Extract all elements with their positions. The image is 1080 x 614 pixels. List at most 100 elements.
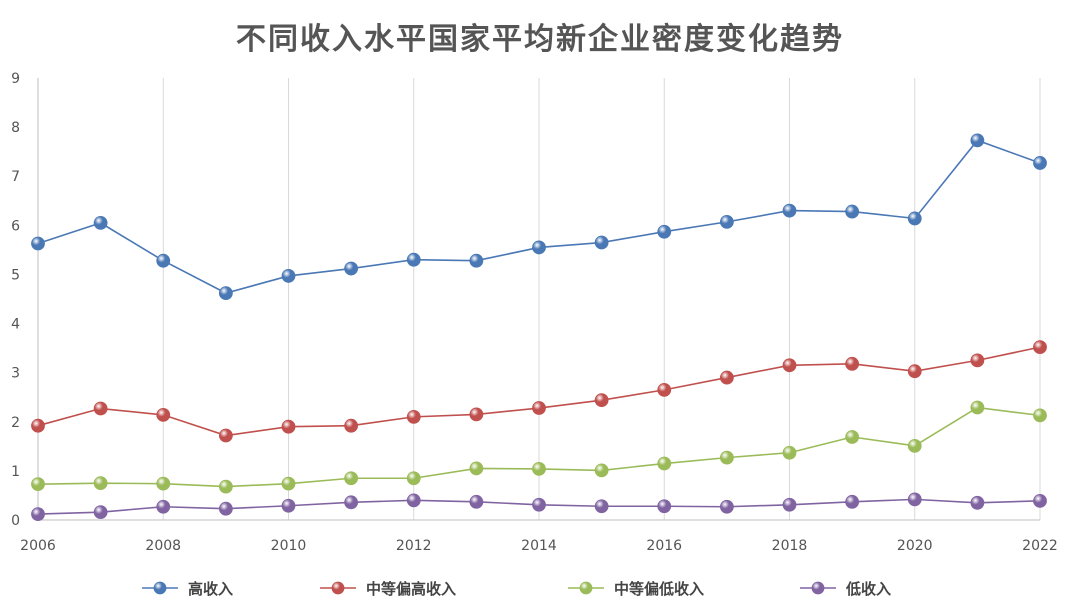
data-point [907, 211, 922, 226]
data-point [845, 430, 860, 444]
legend-marker [579, 581, 593, 595]
data-point [281, 419, 296, 434]
data-point [281, 498, 296, 513]
y-tick-label: 2 [11, 415, 20, 431]
data-point [845, 494, 860, 509]
data-point [344, 261, 359, 276]
data-point [532, 462, 546, 476]
data-point [344, 495, 359, 510]
data-point [93, 401, 108, 416]
data-point [1033, 408, 1047, 423]
x-tick-label: 2018 [772, 538, 808, 554]
data-point [657, 456, 672, 471]
legend-marker [811, 581, 825, 595]
data-point [156, 499, 171, 514]
y-tick-label: 9 [11, 71, 20, 87]
data-point [469, 253, 484, 268]
data-point [657, 224, 672, 239]
x-tick-label: 2010 [271, 538, 307, 554]
data-point [1033, 156, 1047, 170]
legend-label: 中等偏低收入 [614, 580, 704, 598]
chart-title: 不同收入水平国家平均新企业密度变化趋势 [236, 22, 844, 57]
legend-item-0: 高收入 [142, 580, 233, 598]
legend-item-2: 中等偏低收入 [568, 580, 704, 598]
data-point [218, 286, 233, 301]
data-point [93, 505, 108, 520]
data-point [782, 358, 797, 373]
data-point [406, 471, 421, 486]
data-point [218, 428, 233, 443]
data-point [218, 501, 233, 516]
data-point [1033, 493, 1047, 508]
x-tick-label: 2012 [396, 538, 432, 554]
series-3 [31, 492, 1047, 522]
data-point [31, 418, 45, 433]
y-tick-label: 5 [11, 267, 20, 283]
data-point [970, 400, 985, 415]
data-point [907, 364, 922, 379]
data-point [594, 393, 609, 408]
data-point [907, 438, 922, 453]
data-point [532, 497, 546, 512]
y-tick-label: 7 [11, 169, 20, 185]
data-point [719, 499, 734, 514]
data-point [156, 253, 171, 268]
data-point [406, 493, 421, 508]
grid-lines [37, 78, 1041, 520]
data-point [469, 461, 484, 476]
data-point [344, 471, 359, 486]
data-point [406, 409, 421, 424]
data-point [281, 269, 296, 283]
y-tick-label: 8 [11, 120, 20, 136]
x-tick-label: 2006 [20, 538, 56, 554]
data-point [469, 494, 484, 509]
data-point [782, 497, 797, 512]
legend-label: 中等偏高收入 [366, 580, 456, 598]
data-point [845, 204, 860, 219]
data-point [594, 235, 609, 250]
legend-marker [153, 581, 167, 595]
data-point [281, 476, 296, 491]
data-point [31, 507, 45, 522]
data-point [218, 479, 233, 494]
data-point [532, 401, 546, 415]
data-point [782, 203, 797, 218]
data-point [93, 215, 108, 230]
axes: 0 1 2 3 4 5 6 7 8 9 2006 2008 2010 2012 2014 2016 2018 20… [11, 71, 1058, 554]
data-point [657, 382, 672, 397]
legend-item-1: 中等偏高收入 [320, 580, 456, 598]
data-point [532, 240, 546, 255]
data-point [970, 133, 985, 148]
data-point [719, 214, 734, 229]
data-point [970, 495, 985, 510]
series-0 [31, 133, 1047, 301]
y-tick-label: 4 [11, 317, 20, 333]
y-tick-label: 1 [11, 464, 20, 480]
series-2 [31, 400, 1047, 494]
data-point [344, 418, 359, 433]
data-point [594, 463, 609, 478]
data-point [594, 499, 609, 514]
data-point [719, 370, 734, 385]
data-point [782, 445, 797, 460]
y-tick-label: 3 [11, 366, 20, 382]
y-tick-label: 6 [11, 218, 20, 234]
legend-marker [331, 581, 345, 595]
legend: 高收入 中等偏高收入 中等偏低收入 低收入 [142, 580, 891, 598]
data-point [31, 236, 45, 251]
data-point [907, 492, 922, 507]
data-point [156, 408, 171, 422]
x-tick-label: 2020 [897, 538, 933, 554]
legend-item-3: 低收入 [800, 580, 891, 598]
x-tick-label: 2022 [1022, 538, 1058, 554]
data-point [970, 353, 985, 368]
x-tick-label: 2014 [521, 538, 557, 554]
series-group [31, 133, 1047, 522]
x-tick-label: 2008 [145, 538, 181, 554]
data-point [31, 477, 45, 492]
data-point [657, 499, 672, 514]
y-tick-label: 0 [11, 513, 20, 529]
series-1 [31, 340, 1047, 443]
legend-label: 低收入 [845, 580, 891, 598]
